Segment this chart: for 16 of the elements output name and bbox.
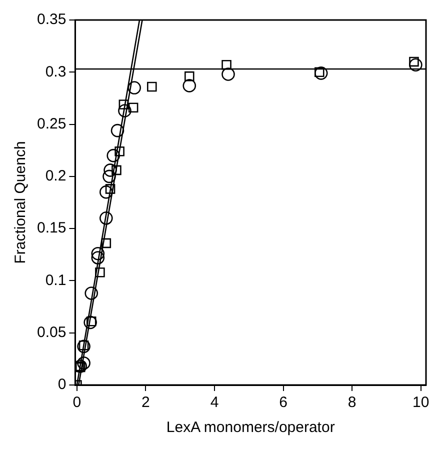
y-tick-label: 0.35 [36,11,66,28]
x-axis-title: LexA monomers/operator [166,419,335,436]
y-axis-title: Fractional Quench [12,141,30,264]
x-tick-label: 6 [279,394,288,412]
x-tick-label: 0 [72,394,82,412]
y-tick-label: 0.2 [45,168,66,185]
y-tick-label: 0.25 [36,115,66,132]
y-tick-label: 0 [58,376,66,394]
x-tick-label: 10 [412,394,430,412]
x-tick-label: 2 [142,394,150,412]
x-tick-label: 4 [210,394,219,412]
y-tick-label: 0.3 [45,63,66,80]
y-tick-label: 0.1 [45,272,66,289]
y-tick-label: 0.15 [36,220,66,237]
x-tick-label: 8 [348,394,356,412]
y-tick-label: 0.05 [36,324,66,341]
